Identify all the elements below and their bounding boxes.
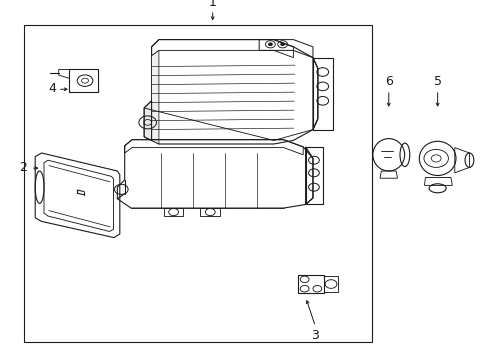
Text: 6: 6: [384, 75, 392, 88]
Text: 4: 4: [48, 82, 56, 95]
Text: 1: 1: [208, 0, 216, 9]
Text: 2: 2: [19, 161, 27, 174]
Bar: [298, 275, 323, 293]
Circle shape: [280, 43, 284, 46]
Bar: [69, 69, 98, 92]
Bar: [24, 25, 371, 342]
Polygon shape: [144, 101, 151, 140]
Circle shape: [268, 43, 272, 46]
Text: 3: 3: [311, 329, 319, 342]
Text: 5: 5: [433, 75, 441, 88]
Polygon shape: [144, 50, 159, 144]
